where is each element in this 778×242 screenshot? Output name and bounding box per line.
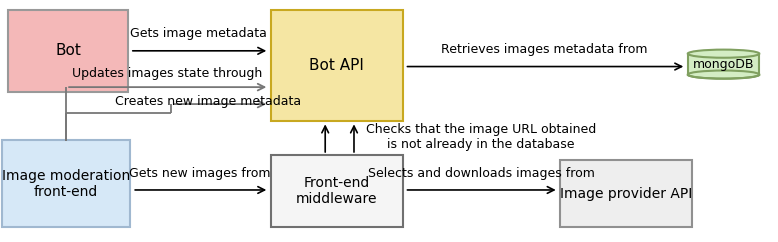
Text: Front-end
middleware: Front-end middleware: [296, 176, 377, 206]
FancyBboxPatch shape: [8, 10, 128, 92]
Polygon shape: [688, 54, 759, 75]
FancyBboxPatch shape: [560, 160, 692, 227]
FancyBboxPatch shape: [2, 140, 130, 227]
Text: Bot API: Bot API: [310, 58, 364, 73]
Text: Image provider API: Image provider API: [560, 187, 692, 201]
Text: Gets image metadata: Gets image metadata: [130, 27, 267, 40]
Ellipse shape: [688, 50, 759, 58]
Text: Bot: Bot: [55, 43, 81, 58]
Text: mongoDB: mongoDB: [692, 58, 755, 71]
Text: Retrieves images metadata from: Retrieves images metadata from: [441, 43, 648, 56]
Text: Checks that the image URL obtained
is not already in the database: Checks that the image URL obtained is no…: [366, 123, 596, 151]
Ellipse shape: [688, 70, 759, 79]
Text: Creates new image metadata: Creates new image metadata: [115, 95, 302, 108]
Text: Updates images state through: Updates images state through: [72, 67, 262, 80]
Text: Image moderation
front-end: Image moderation front-end: [2, 169, 130, 199]
FancyBboxPatch shape: [271, 10, 403, 121]
Text: Selects and downloads images from: Selects and downloads images from: [368, 166, 595, 180]
FancyBboxPatch shape: [271, 155, 403, 227]
Text: Gets new images from: Gets new images from: [129, 166, 271, 180]
